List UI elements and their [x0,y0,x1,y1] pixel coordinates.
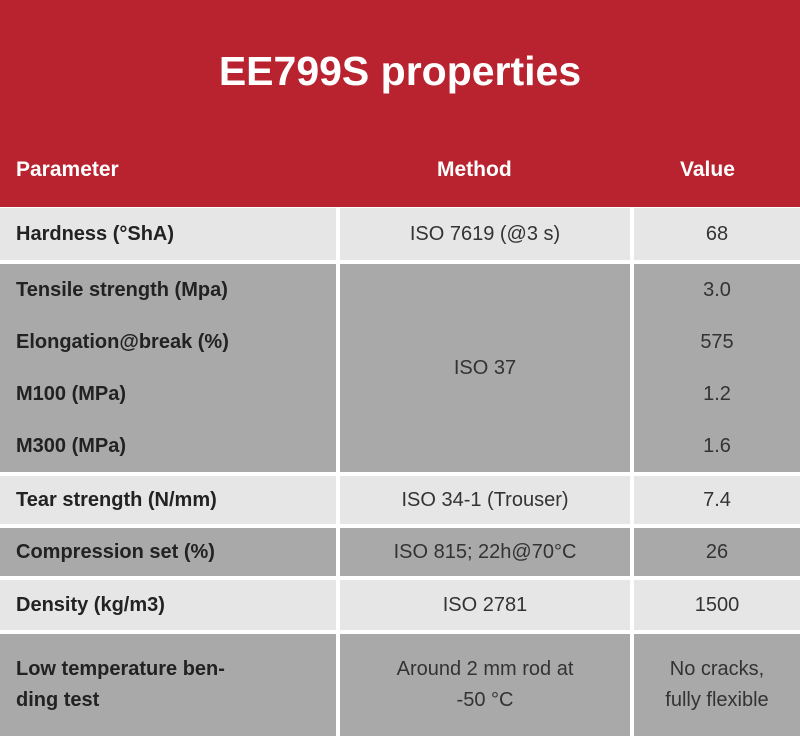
parameter-cell: Compression set (%) [0,528,340,580]
parameter-text: Elongation@break (%) [16,331,229,353]
parameter-cell: Tensile strength (Mpa) Elongation@break … [0,264,340,476]
value-text: 1.2 [703,383,731,405]
parameter-text: M300 (MPa) [16,435,127,457]
value-text: fully flexible [665,689,769,711]
column-header-parameter: Parameter [16,158,119,181]
method-cell: ISO 7619 (@3 s) [340,208,634,264]
value-cell: No cracks, fully flexible [634,634,800,740]
table-row: Hardness (°ShA) ISO 7619 (@3 s) 68 [0,208,800,264]
parameter-cell: Hardness (°ShA) [0,208,340,264]
value-text: 1.6 [703,435,731,457]
method-cell: ISO 815; 22h@70°C [340,528,634,580]
parameter-text: ding test [16,689,100,711]
value-text: No cracks, [669,658,765,680]
method-text: Around 2 mm rod at [396,658,574,680]
parameter-cell: Tear strength (N/mm) [0,476,340,528]
parameter-cell: Density (kg/m3) [0,580,340,634]
value-cell: 7.4 [634,476,800,528]
parameter-text: M100 (MPa) [16,383,127,405]
table-row: Density (kg/m3) ISO 2781 1500 [0,580,800,634]
method-cell: ISO 34-1 (Trouser) [340,476,634,528]
method-cell: ISO 37 [340,264,634,476]
column-header-method: Method [437,158,512,181]
method-text: -50 °C [456,689,514,711]
parameter-cell: Low temperature ben- ding test [0,634,340,740]
parameter-text: Low temperature ben- [16,658,225,680]
value-text: 575 [700,331,734,353]
table-row-group: Tensile strength (Mpa) Elongation@break … [0,264,800,476]
table-title: EE799S properties [218,48,582,94]
parameter-text: Tensile strength (Mpa) [16,279,228,301]
column-header-value: Value [680,158,735,181]
value-cell: 1500 [634,580,800,634]
table-row: Compression set (%) ISO 815; 22h@70°C 26 [0,528,800,580]
value-cell: 26 [634,528,800,580]
table-row: Low temperature ben- ding test Around 2 … [0,634,800,740]
table-row: Tear strength (N/mm) ISO 34-1 (Trouser) … [0,476,800,528]
properties-table: Hardness (°ShA) ISO 7619 (@3 s) 68 Tensi… [0,208,800,740]
table-header: EE799S properties Parameter Method Value [0,0,800,207]
value-cell: 68 [634,208,800,264]
method-cell: Around 2 mm rod at -50 °C [340,634,634,740]
value-cell: 3.0 575 1.2 1.6 [634,264,800,476]
value-text: 3.0 [703,279,731,301]
method-cell: ISO 2781 [340,580,634,634]
